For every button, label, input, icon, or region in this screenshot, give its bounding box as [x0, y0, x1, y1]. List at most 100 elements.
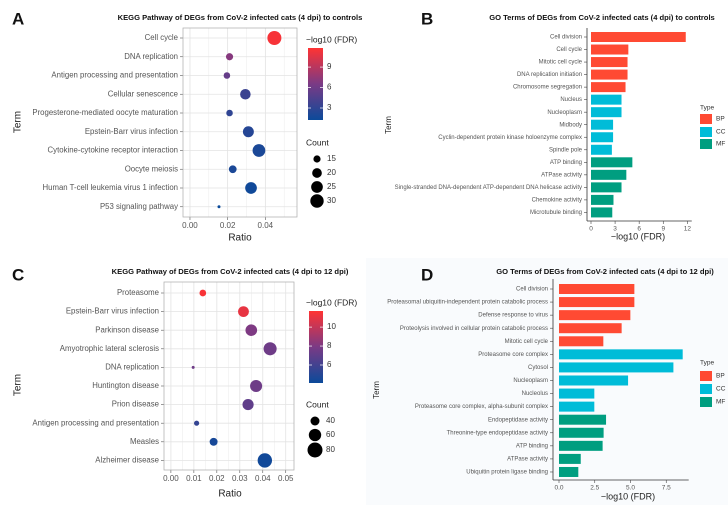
legend-swatch-cc — [700, 127, 712, 137]
panel-b-x-axis-title: −log10 (FDR) — [611, 231, 665, 241]
x-tick-label: 7.5 — [662, 485, 671, 492]
size-legend-dot — [308, 428, 322, 442]
data-point — [199, 289, 207, 297]
panel-label-d: D — [421, 265, 433, 284]
bar — [591, 132, 614, 143]
size-legend-dot — [310, 194, 324, 208]
type-legend-label: CC — [716, 386, 726, 393]
bar — [591, 207, 613, 218]
data-point — [257, 453, 273, 468]
y-tick-label: Nucleus — [560, 97, 582, 103]
size-legend-label: 40 — [326, 416, 335, 425]
y-tick-label: Single-stranded DNA-dependent ATP-depend… — [395, 185, 582, 191]
legend-swatch-cc — [700, 384, 712, 394]
panel-a-border — [182, 27, 298, 218]
panel-label-c: C — [12, 265, 24, 284]
x-tick-label: 0.03 — [232, 474, 248, 483]
size-legend-label: 60 — [326, 430, 335, 439]
x-tick-label: 0.00 — [163, 474, 179, 483]
panel-d-background — [366, 258, 728, 505]
panel-d-x-axis-title: −log10 (FDR) — [601, 491, 655, 501]
bar — [591, 144, 612, 155]
bar — [591, 82, 626, 93]
type-legend-label: BP — [716, 116, 725, 123]
data-point — [228, 165, 237, 174]
y-tick-label: Epstein-Barr virus infection — [66, 307, 159, 316]
color-legend-label: 8 — [327, 341, 332, 350]
y-tick-label: Cell cycle — [145, 33, 178, 42]
data-point — [245, 182, 257, 194]
bar — [591, 194, 614, 205]
data-point — [242, 399, 254, 411]
y-tick-label: Nucleolus — [522, 391, 548, 397]
x-tick-label: 9 — [661, 226, 665, 233]
y-tick-label: Proteasome core complex — [478, 352, 548, 358]
bar — [559, 466, 579, 477]
y-tick-label: Microtubule binding — [530, 210, 582, 216]
y-tick-label: Chemokine activity — [532, 197, 582, 203]
color-legend-title: −log10 (FDR) — [306, 297, 357, 307]
type-legend-title: Type — [700, 105, 714, 112]
y-tick-label: Cell division — [550, 35, 582, 41]
color-legend-label: 3 — [327, 103, 332, 112]
size-legend-label: 25 — [327, 182, 336, 191]
y-tick-label: Nucleoplasm — [513, 378, 548, 384]
y-tick-label: Proteasome core complex, alpha-subunit c… — [415, 404, 548, 410]
color-legend-title: −log10 (FDR) — [306, 34, 357, 44]
type-legend-label: MF — [716, 141, 725, 148]
data-point — [191, 365, 195, 369]
bar — [559, 336, 604, 347]
y-tick-label: ATPase activity — [541, 172, 582, 178]
bar — [559, 388, 595, 399]
color-bar — [308, 48, 323, 120]
data-point — [217, 205, 221, 209]
y-tick-label: Antigen processing and presentation — [51, 71, 178, 80]
color-legend-label: 6 — [327, 360, 332, 369]
panel-b-y-axis-title: Term — [384, 116, 393, 134]
bar — [591, 182, 622, 193]
y-tick-label: Cyclin-dependent protein kinase holoenzy… — [438, 135, 582, 141]
x-tick-label: 0.01 — [186, 474, 202, 483]
x-tick-label: 3 — [613, 226, 617, 233]
x-tick-label: 2.5 — [590, 485, 599, 492]
y-tick-label: ATP binding — [550, 160, 582, 166]
y-tick-label: Huntington disease — [92, 381, 159, 390]
size-legend-title: Count — [306, 399, 329, 409]
y-tick-label: Chromosome segregation — [513, 85, 582, 91]
bar — [591, 107, 622, 118]
bar — [559, 284, 635, 294]
data-point — [242, 126, 254, 138]
y-tick-label: Progesterone-mediated oocyte maturation — [32, 108, 178, 117]
bar — [559, 323, 622, 334]
x-tick-label: 0.02 — [209, 474, 225, 483]
y-tick-label: Cell division — [516, 287, 548, 293]
y-tick-label: Midbody — [559, 122, 582, 128]
size-legend-dot — [312, 168, 322, 178]
y-tick-label: Alzheimer disease — [95, 455, 159, 464]
data-point — [194, 420, 200, 426]
bar — [591, 32, 686, 42]
size-legend-dot — [313, 155, 321, 163]
panel-d-y-axis-title: Term — [372, 381, 381, 399]
size-legend-label: 30 — [327, 196, 336, 205]
x-tick-label: 5.0 — [626, 485, 635, 492]
bar — [559, 401, 595, 412]
y-tick-label: Parkinson disease — [95, 325, 159, 334]
type-legend-title: Type — [700, 360, 714, 367]
y-tick-label: Antigen processing and presentation — [32, 418, 159, 427]
bar — [591, 57, 628, 68]
type-legend-label: MF — [716, 399, 725, 406]
x-tick-label: 0 — [589, 226, 593, 233]
panel-c-y-axis-title: Term — [13, 374, 24, 396]
y-tick-label: Cytosol — [528, 365, 548, 371]
size-legend-label: 80 — [326, 445, 335, 454]
color-bar — [309, 311, 323, 383]
y-tick-label: Threonine-type endopeptidase activity — [447, 430, 548, 436]
y-tick-label: Ubiquitin protein ligase binding — [466, 470, 548, 476]
x-tick-label: 0.04 — [258, 221, 274, 230]
y-tick-label: Defense response to virus — [478, 313, 548, 319]
y-tick-label: Human T-cell leukemia virus 1 infection — [43, 183, 179, 192]
y-tick-label: Mitotic cell cycle — [539, 60, 583, 66]
bar — [591, 69, 628, 80]
